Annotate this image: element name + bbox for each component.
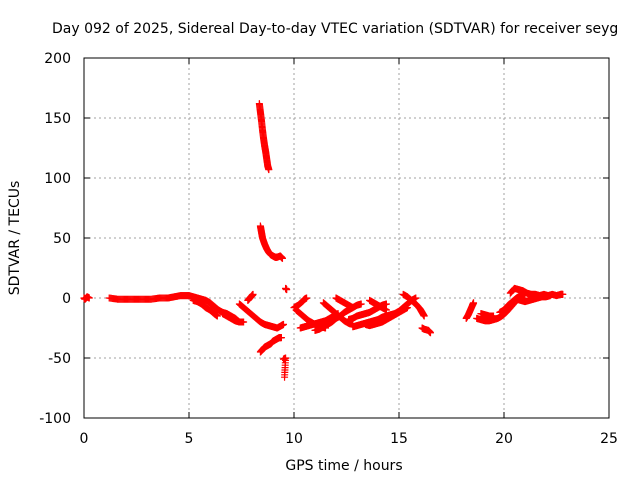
x-tick-label: 10 (285, 431, 303, 447)
data-point (420, 312, 428, 320)
data-point (546, 292, 554, 300)
data-point (249, 290, 257, 298)
data-point (403, 304, 411, 312)
data-point (349, 304, 357, 312)
data-point (280, 320, 287, 328)
y-tick-label: 100 (44, 171, 71, 187)
x-tick-label: 25 (600, 431, 618, 447)
data-point (278, 254, 286, 262)
x-axis-label: GPS time / hours (285, 458, 402, 474)
data-point (357, 300, 365, 308)
data-point (382, 306, 390, 314)
data-point (85, 294, 93, 302)
x-tick-label: 5 (185, 431, 194, 447)
y-tick-label: 50 (53, 231, 71, 247)
data-point (265, 166, 273, 174)
axis-ticks: 0 5 10 15 20 25 -100 -50 0 50 100 150 200 (39, 51, 618, 447)
data-point (490, 312, 497, 320)
x-tick-label: 0 (80, 431, 89, 447)
data-point (427, 329, 434, 337)
y-tick-label: -100 (39, 411, 71, 427)
grid-lines (84, 58, 609, 418)
data-point (213, 312, 221, 320)
y-tick-label: 200 (44, 51, 71, 67)
y-axis-label: SDTVAR / TECUs (7, 181, 23, 296)
data-point (303, 294, 311, 302)
y-tick-label: 150 (44, 111, 71, 127)
data-point (277, 334, 285, 342)
data-points (80, 100, 567, 381)
data-point (559, 290, 567, 298)
data-point (240, 318, 248, 326)
x-tick-label: 15 (390, 431, 408, 447)
y-tick-label: 0 (62, 291, 71, 307)
data-point (281, 373, 289, 381)
y-tick-label: -50 (48, 351, 71, 367)
data-point (283, 286, 291, 294)
chart-title: Day 092 of 2025, Sidereal Day-to-day VTE… (52, 21, 618, 37)
x-tick-label: 20 (495, 431, 513, 447)
data-point (470, 299, 478, 307)
